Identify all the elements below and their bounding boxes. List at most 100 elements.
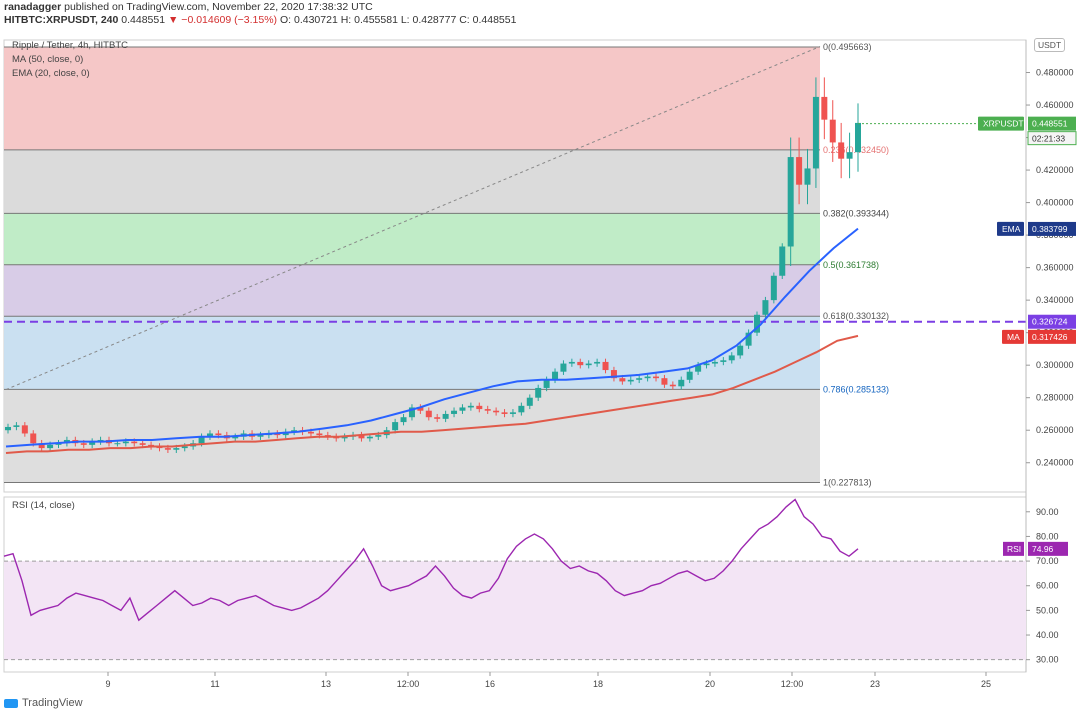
candle-body	[198, 436, 205, 444]
ema-legend[interactable]: EMA (20, close, 0)	[12, 68, 90, 79]
candle-body	[392, 422, 399, 431]
time-tick-label: 13	[321, 679, 331, 689]
candle-body	[215, 433, 222, 436]
candle-body	[754, 314, 761, 333]
candle-body	[21, 425, 28, 434]
level-tag-bg	[1028, 314, 1076, 329]
candle-body	[425, 410, 432, 418]
candle-body	[653, 376, 660, 379]
candle-body	[787, 157, 794, 247]
rsi-line	[3, 498, 859, 622]
level-tag: 0.326724	[1032, 317, 1068, 327]
candle-body	[375, 435, 382, 437]
candle-body	[779, 246, 786, 276]
time-tick-label: 12:00	[397, 679, 420, 689]
time-tick-label: 12:00	[781, 679, 804, 689]
fib-zone	[4, 47, 820, 150]
rsi-legend[interactable]: RSI (14, close)	[12, 500, 75, 511]
candle-body	[291, 430, 298, 432]
rsi-tick-label: 40.00	[1036, 630, 1059, 640]
candle-body	[139, 443, 146, 445]
candle-body	[30, 433, 37, 444]
candle-body	[737, 345, 744, 356]
candle-body	[316, 433, 323, 436]
candle-body	[804, 168, 811, 185]
candle-body	[585, 363, 592, 366]
candle-body	[366, 436, 373, 439]
rsi-tick-label: 30.00	[1036, 655, 1059, 665]
ma-tag-label-bg	[1002, 329, 1024, 344]
price-tick-label: 0.480000	[1036, 68, 1074, 78]
time-tick-label: 20	[705, 679, 715, 689]
candle-body	[13, 425, 20, 427]
ma-line	[5, 334, 859, 454]
candle-body	[434, 417, 441, 419]
candle-body	[669, 384, 676, 387]
chart-title: Ripple / Tether, 4h, HITBTC	[12, 40, 128, 51]
candle-body	[838, 142, 845, 159]
symbol-line: HITBTC:XRPUSDT, 240 0.448551 ▼ −0.014609…	[4, 14, 516, 26]
ema-tag-value-bg	[1028, 221, 1076, 236]
price-tick-label: 0.340000	[1036, 295, 1074, 305]
candle-body	[678, 379, 685, 387]
price-tick-label: 0.360000	[1036, 263, 1074, 273]
price-tick-label: 0.240000	[1036, 458, 1074, 468]
rsi-tick-label: 90.00	[1036, 507, 1059, 517]
fib-label: 0.382(0.393344)	[823, 208, 889, 218]
candle-body	[164, 448, 171, 450]
ma-legend[interactable]: MA (50, close, 0)	[12, 54, 84, 65]
price-chart[interactable]: 0(0.495663)0.236(0.432450)0.382(0.393344…	[0, 28, 1080, 696]
candle-body	[232, 436, 239, 439]
candle-body	[467, 405, 474, 408]
candle-body	[770, 275, 777, 301]
ma-tag-value: 0.317426	[1032, 332, 1068, 342]
candle-body	[686, 371, 693, 380]
candle-body	[636, 378, 643, 380]
candle-body	[38, 443, 45, 449]
tradingview-logo-icon	[4, 698, 18, 708]
candle-body	[594, 361, 601, 364]
currency-badge[interactable]: USDT	[1034, 38, 1066, 52]
candle-body	[476, 405, 483, 410]
last-price: 0.448551	[121, 14, 166, 26]
time-tick-label: 18	[593, 679, 603, 689]
candle-body	[5, 426, 11, 431]
ema-tag-label-bg	[997, 221, 1024, 236]
candle-body	[526, 397, 533, 406]
fib-label: 0.786(0.285133)	[823, 384, 889, 394]
candle-body	[535, 387, 542, 398]
price-tick-label: 0.260000	[1036, 425, 1074, 435]
candle-body	[661, 378, 668, 385]
candle-body	[122, 441, 129, 444]
time-tick-label: 11	[210, 679, 219, 689]
author-name[interactable]: ranadagger	[4, 1, 62, 13]
candle-body	[501, 412, 508, 414]
candle-body	[577, 361, 584, 366]
candle-body	[543, 379, 550, 388]
rsi-tag-label: RSI	[1007, 544, 1021, 554]
candle-body	[493, 410, 500, 413]
time-tick-label: 9	[105, 679, 110, 689]
fib-zone	[4, 316, 820, 390]
candle-body	[703, 363, 710, 366]
candle-body	[552, 371, 559, 380]
ema-tag-value: 0.383799	[1032, 224, 1068, 234]
price-change: ▼ −0.014609 (−3.15%)	[168, 14, 278, 26]
candle-body	[602, 361, 609, 371]
candle-body	[131, 441, 138, 444]
candle-body	[257, 435, 264, 437]
price-tick-label: 0.280000	[1036, 393, 1074, 403]
candle-body	[451, 410, 458, 414]
fib-zone	[4, 213, 820, 265]
fib-zone	[4, 389, 820, 483]
rsi-tick-label: 80.00	[1036, 531, 1059, 541]
candle-body	[627, 379, 634, 382]
price-tick-label: 0.400000	[1036, 198, 1074, 208]
candle-body	[400, 417, 407, 423]
candle-body	[459, 407, 466, 411]
symbol-label: HITBTC:XRPUSDT, 240	[4, 14, 119, 26]
candle-body	[812, 96, 819, 169]
published-text: published on TradingView.com, November 2…	[64, 1, 373, 13]
candle-body	[341, 436, 348, 439]
candle-body	[796, 157, 803, 185]
